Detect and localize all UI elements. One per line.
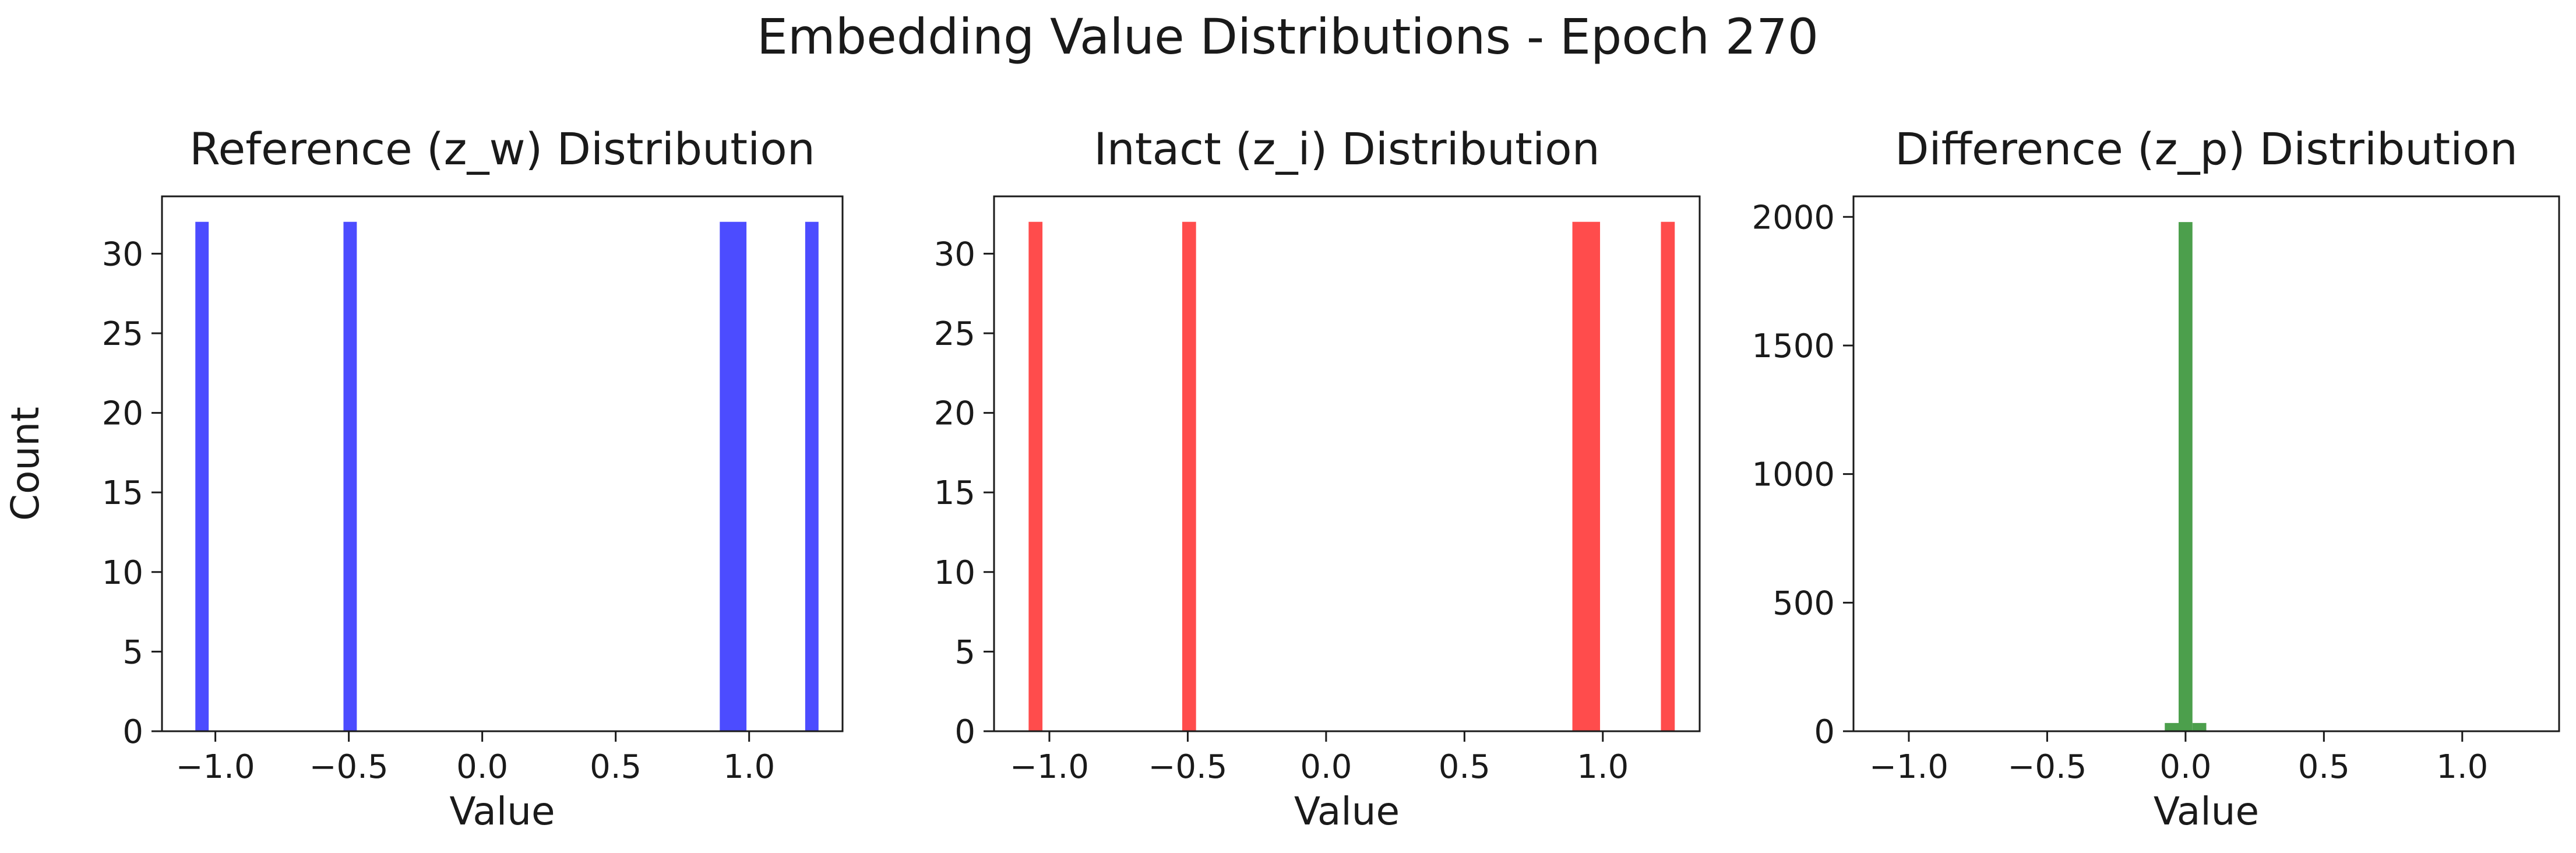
y-tick-label: 5 bbox=[954, 633, 975, 671]
histogram-bar bbox=[2165, 722, 2179, 731]
y-tick-label: 25 bbox=[934, 315, 975, 353]
x-axis-label: Value bbox=[1294, 789, 1400, 834]
histogram-bar bbox=[720, 221, 747, 731]
x-tick-label: −0.5 bbox=[1148, 748, 1227, 786]
histogram-bar bbox=[1572, 221, 1601, 731]
x-tick-label: 0.0 bbox=[2159, 748, 2211, 786]
axes-frame bbox=[993, 195, 1701, 732]
subplot-2: −1.0 −0.5 0.0 0.5 1.0 0 5 10 15 20 25 30 Intact (z_i… bbox=[934, 123, 1701, 834]
x-tick-label: 0.0 bbox=[456, 748, 508, 786]
histogram-bar bbox=[195, 221, 209, 731]
y-tick-label: 0 bbox=[122, 713, 143, 751]
subplot-1: −1.0 −0.5 0.0 0.5 1.0 0 5 10 15 20 25 30 Reference (… bbox=[3, 123, 844, 834]
y-tick-label: 1000 bbox=[1752, 456, 1835, 494]
x-tick-label: −0.5 bbox=[309, 748, 389, 786]
x-tick-label: −1.0 bbox=[1869, 748, 1948, 786]
histogram-bar bbox=[2192, 722, 2207, 731]
y-tick-label: 5 bbox=[122, 633, 143, 671]
histogram-bar bbox=[1182, 221, 1196, 731]
subplot-title: Intact (z_i) Distribution bbox=[1094, 123, 1600, 175]
y-tick-label: 10 bbox=[102, 554, 143, 592]
y-tick-label: 25 bbox=[102, 315, 143, 353]
y-tick-label: 30 bbox=[934, 235, 975, 273]
subplot-3: −1.0 −0.5 0.0 0.5 1.0 0 500 1000 1500 2000 Differe… bbox=[1752, 123, 2560, 834]
subplot-title: Reference (z_w) Distribution bbox=[189, 123, 815, 175]
x-tick-label: 0.0 bbox=[1300, 748, 1352, 786]
x-tick-label: 1.0 bbox=[2436, 748, 2488, 786]
y-tick-label: 10 bbox=[934, 554, 975, 592]
y-tick-label: 2000 bbox=[1752, 199, 1835, 237]
y-tick-label: 30 bbox=[102, 235, 143, 273]
subplot-title: Difference (z_p) Distribution bbox=[1895, 123, 2518, 175]
x-axis-label: Value bbox=[2154, 789, 2259, 834]
x-tick-label: 1.0 bbox=[1577, 748, 1629, 786]
histogram-bar bbox=[2179, 222, 2193, 731]
histogram-bar bbox=[1028, 221, 1043, 731]
y-tick-label: 15 bbox=[102, 474, 143, 512]
y-tick-label: 15 bbox=[934, 474, 975, 512]
x-tick-label: −0.5 bbox=[2007, 748, 2087, 786]
x-tick-label: 1.0 bbox=[723, 748, 775, 786]
axes-frame bbox=[161, 195, 844, 732]
y-tick-label: 1500 bbox=[1752, 327, 1835, 365]
x-tick-label: −1.0 bbox=[176, 748, 255, 786]
histogram-bar bbox=[343, 221, 357, 731]
y-tick-label: 0 bbox=[1814, 713, 1835, 751]
y-axis-label: Count bbox=[3, 407, 48, 521]
figure-title: Embedding Value Distributions - Epoch 27… bbox=[757, 8, 1819, 65]
histogram-bar bbox=[805, 221, 819, 731]
x-tick-label: 0.5 bbox=[590, 748, 642, 786]
axes-frame bbox=[1852, 195, 2560, 732]
y-tick-label: 20 bbox=[102, 395, 143, 433]
subplots: −1.0 −0.5 0.0 0.5 1.0 0 5 10 15 20 25 30 Reference (… bbox=[3, 123, 2560, 834]
y-tick-label: 500 bbox=[1772, 584, 1835, 622]
x-tick-label: −1.0 bbox=[1010, 748, 1089, 786]
x-axis-label: Value bbox=[449, 789, 555, 834]
histogram-bar bbox=[1661, 221, 1675, 731]
y-tick-label: 20 bbox=[934, 395, 975, 433]
x-tick-label: 0.5 bbox=[1439, 748, 1490, 786]
x-tick-label: 0.5 bbox=[2298, 748, 2350, 786]
y-tick-label: 0 bbox=[954, 713, 975, 751]
